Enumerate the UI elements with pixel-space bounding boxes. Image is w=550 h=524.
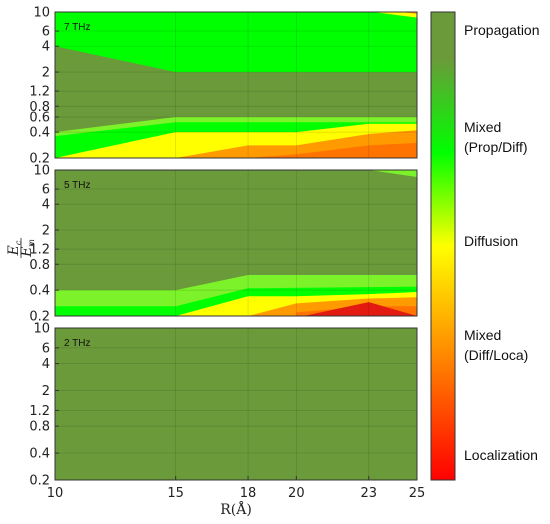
x-tick-label: 23 <box>360 486 377 501</box>
y-axis-ticks: 0.2 0.4 0.81.2 2 46 10 <box>29 322 59 489</box>
y-tick-label: 10 <box>33 6 50 21</box>
region-mixed-top-corner <box>368 170 417 177</box>
colorbar-gradient <box>430 11 456 481</box>
y-tick-label: 10 <box>33 322 50 337</box>
region-propagation-base <box>55 328 417 480</box>
y-tick-label: 0.2 <box>29 152 50 167</box>
x-tick-label: 15 <box>167 486 184 501</box>
y-tick-label: 0.8 <box>29 100 50 115</box>
y-tick-label: 1.2 <box>29 404 50 419</box>
y-tick-label: 0.4 <box>29 126 50 141</box>
x-axis-label: R(Å) <box>220 500 252 518</box>
y-tick-label: 2 <box>42 224 50 239</box>
y-axis-ticks: 0.2 0.40.60.81.2 2 46 10 <box>29 6 59 167</box>
panel-frame <box>54 327 418 481</box>
y-tick-label: 10 <box>33 164 50 179</box>
y-tick-label: 0.8 <box>29 258 50 273</box>
svg-text:Em: Em <box>19 239 36 258</box>
y-label-numerator: E <box>6 245 22 256</box>
panel-label: 5 THz <box>64 180 91 191</box>
colorbar-label-mixed-1: Mixed <box>464 119 501 135</box>
panel-7-thz <box>55 12 417 158</box>
gridlines <box>54 169 418 317</box>
colorbar-label-prop-diff: (Prop/Diff) <box>464 139 528 155</box>
y-tick-label: 2 <box>42 66 50 81</box>
y-label-denominator: E <box>19 247 35 258</box>
panel-label: 7 THz <box>64 22 91 33</box>
panel-label: 2 THz <box>64 338 91 349</box>
x-tick-label: 18 <box>240 486 257 501</box>
colorbar-label-diff-loca: (Diff/Loca) <box>464 347 528 363</box>
y-tick-label: 6 <box>42 25 50 40</box>
panel-5-thz <box>55 170 417 316</box>
y-axis-ticks: 0.2 0.4 0.81.2 2 46 10 <box>29 164 59 325</box>
colorbar: Propagation Mixed (Prop/Diff) Diffusion … <box>430 11 540 481</box>
y-tick-label: 0.2 <box>29 310 50 325</box>
y-tick-label: 6 <box>42 341 50 356</box>
region-mixed-diff-loca-dark <box>248 142 417 158</box>
region-mixed-top-corner <box>373 12 417 18</box>
colorbar-label-mixed-2: Mixed <box>464 327 501 343</box>
y-tick-label: 4 <box>42 40 50 55</box>
panel-2-thz <box>55 328 417 480</box>
y-axis-label: Ec Em <box>6 238 36 258</box>
y-tick-label: 0.8 <box>29 420 50 435</box>
x-tick-label: 10 <box>47 486 64 501</box>
y-tick-label: 0.6 <box>29 110 50 125</box>
colorbar-label-localization: Localization <box>464 447 538 463</box>
y-tick-label: 0.2 <box>29 474 50 489</box>
y-tick-label: 4 <box>42 357 50 372</box>
y-label-denominator-sub: m <box>27 239 36 247</box>
x-axis-ticks: 10 15 18 20 23 25 <box>47 476 426 501</box>
x-tick-label: 20 <box>288 486 305 501</box>
y-tick-label: 0.4 <box>29 284 50 299</box>
y-tick-label: 4 <box>42 198 50 213</box>
y-tick-label: 0.4 <box>29 447 50 462</box>
region-localization <box>303 302 417 316</box>
gridlines <box>54 11 418 159</box>
y-tick-label: 6 <box>42 183 50 198</box>
y-tick-label: 1.2 <box>29 243 50 258</box>
svg-text:Ec: Ec <box>6 240 23 256</box>
y-tick-label: 2 <box>42 384 50 399</box>
y-tick-label: 1.2 <box>29 85 50 100</box>
panel-frame <box>54 11 418 159</box>
colorbar-label-diffusion: Diffusion <box>464 233 518 249</box>
region-mixed-top <box>55 12 417 73</box>
x-tick-label: 25 <box>409 486 426 501</box>
y-label-numerator-sub: c <box>14 240 23 245</box>
colorbar-label-propagation: Propagation <box>464 22 540 38</box>
panel-frame <box>54 169 418 317</box>
